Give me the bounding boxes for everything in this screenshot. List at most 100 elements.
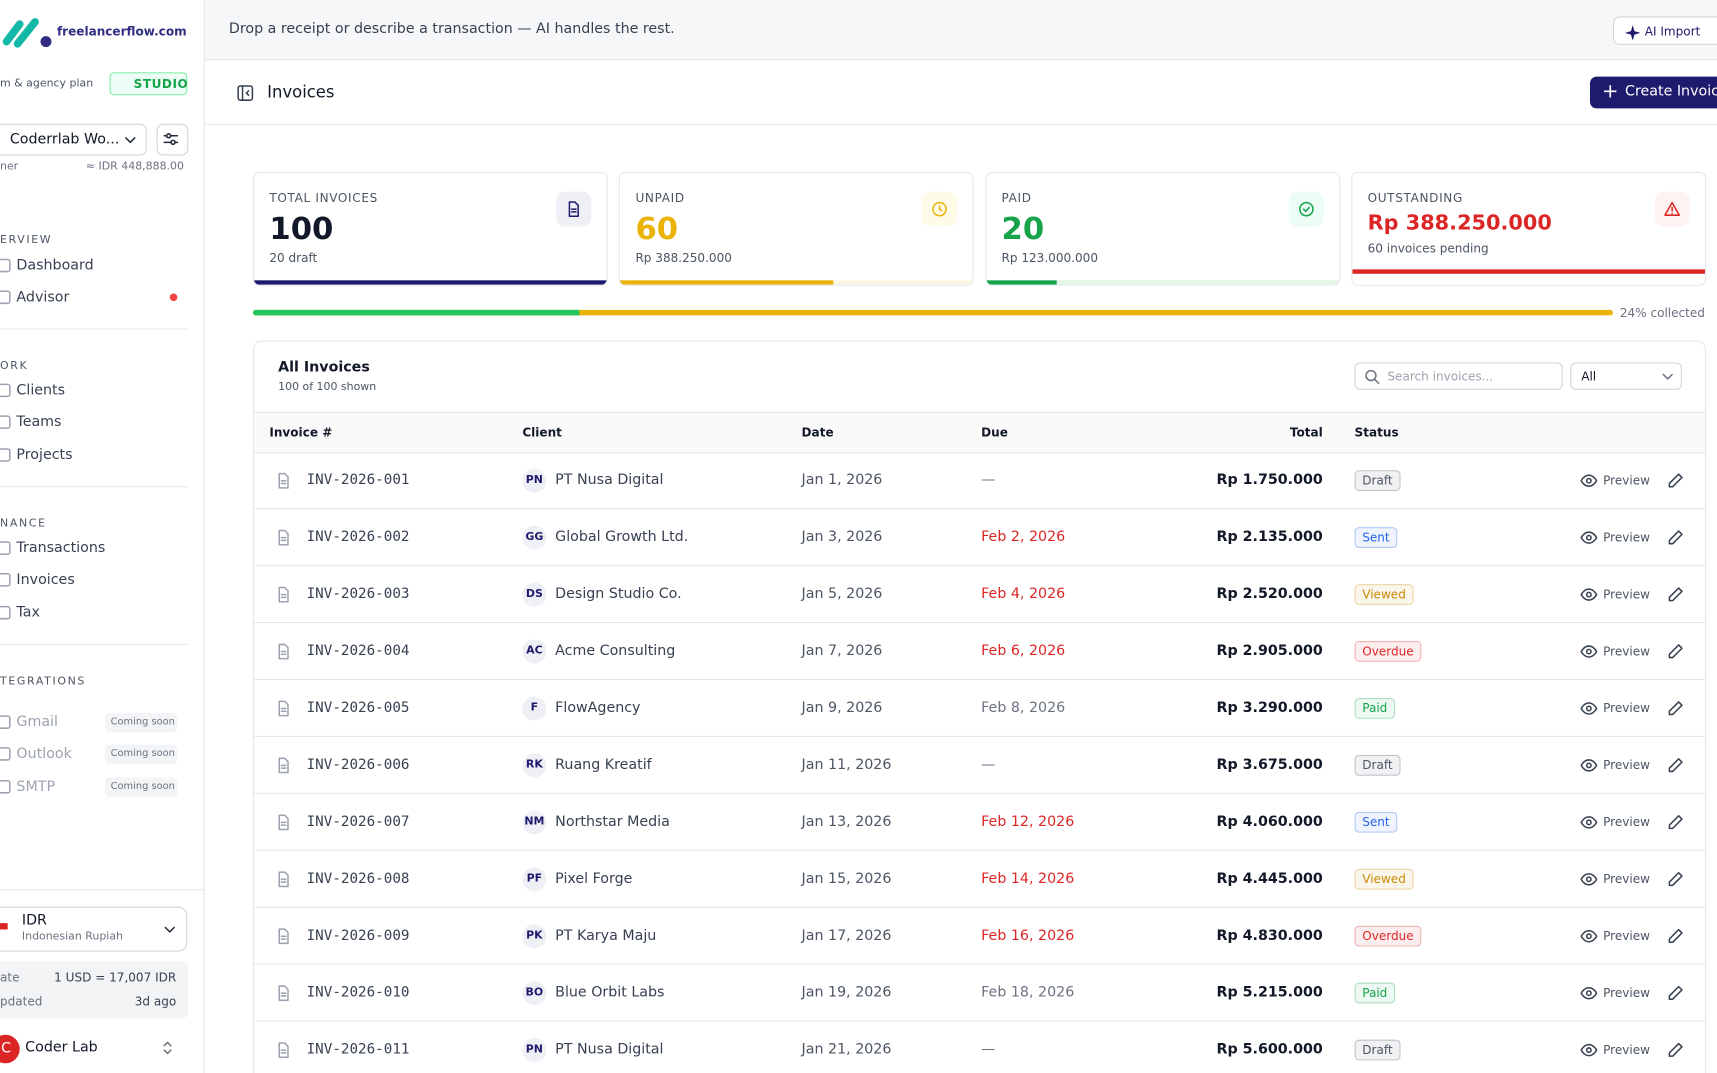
stat-label: TOTAL INVOICES: [269, 190, 378, 206]
stat-icon-box: [1288, 191, 1324, 227]
divider: [0, 328, 189, 330]
nav-label: Invoices: [16, 572, 75, 589]
search-input[interactable]: Search invoices...: [1354, 362, 1563, 390]
stat-bar: [1352, 269, 1705, 274]
section-title: ORK: [0, 360, 29, 373]
invoice-id: INV-2026-005: [306, 699, 410, 717]
stat-value: Rp 388.250.000: [1367, 210, 1552, 235]
table-title: All Invoices: [278, 359, 370, 376]
currency-select[interactable]: IDR Indonesian Rupiah: [0, 906, 188, 952]
row-divider: [254, 963, 1705, 965]
status-badge: Viewed: [1354, 584, 1414, 606]
preview-icon[interactable]: [1580, 1041, 1598, 1059]
coming-soon-badge: Coming soon: [105, 744, 178, 765]
sidebar-toggle[interactable]: [237, 84, 255, 102]
rate-label: pdated: [0, 994, 43, 1009]
page-title: Invoices: [267, 82, 335, 102]
coming-soon-badge: Coming soon: [105, 712, 178, 733]
status-badge: Sent: [1354, 811, 1398, 833]
status-badge: Overdue: [1354, 641, 1422, 663]
preview-icon[interactable]: [1580, 757, 1598, 775]
settings-frame[interactable]: [156, 123, 189, 156]
row-divider: [254, 792, 1705, 794]
preview-icon[interactable]: [1580, 814, 1598, 832]
invoice-icon: [275, 643, 293, 661]
plan-badge: STUDIO: [109, 72, 188, 96]
stat-value: 20: [1001, 210, 1045, 247]
preview-label: Preview: [1603, 985, 1651, 1001]
status-badge: Draft: [1354, 470, 1401, 492]
invoice-date: Jan 11, 2026: [801, 756, 892, 774]
row-divider: [254, 508, 1705, 510]
invoice-id: INV-2026-001: [306, 472, 410, 489]
edit-button[interactable]: [1667, 871, 1685, 889]
client-avatar: F: [522, 696, 547, 721]
preview-icon[interactable]: [1580, 529, 1598, 547]
preview-icon[interactable]: [1580, 586, 1598, 604]
client-avatar: PK: [522, 924, 547, 949]
edit-button[interactable]: [1667, 529, 1685, 547]
status-badge: Paid: [1354, 697, 1395, 719]
nav-label: Gmail: [16, 714, 58, 731]
edit-button[interactable]: [1667, 927, 1685, 945]
column-header: Total: [1289, 425, 1323, 440]
invoice-due: —: [981, 472, 996, 489]
edit-button[interactable]: [1667, 1041, 1685, 1059]
edit-button[interactable]: [1667, 472, 1685, 490]
invoice-total: Rp 5.215.000: [1216, 984, 1323, 1002]
client-avatar: PF: [522, 867, 547, 892]
workspace-select[interactable]: Coderrlab Wo...: [0, 123, 147, 156]
client-initials: PK: [526, 929, 543, 942]
ai-import-button[interactable]: AI Import: [1612, 16, 1717, 45]
client-avatar: GG: [522, 525, 547, 550]
invoice-date: Jan 3, 2026: [801, 529, 883, 546]
stat-sub: 20 draft: [269, 251, 318, 266]
client-avatar: PN: [522, 1038, 547, 1063]
status-filter[interactable]: All: [1570, 362, 1682, 390]
row-divider: [254, 735, 1705, 737]
stat-icon-box: [1654, 191, 1690, 227]
create-invoice-button[interactable]: + Create Invoice: [1589, 76, 1717, 109]
stat-label: OUTSTANDING: [1367, 190, 1463, 206]
sidebar-footer-line: [0, 889, 205, 891]
ai-prompt: Drop a receipt or describe a transaction…: [228, 21, 675, 38]
invoice-id: INV-2026-003: [306, 586, 410, 603]
settings-button[interactable]: [162, 130, 180, 148]
client-initials: GG: [525, 531, 544, 544]
invoice-date: Jan 21, 2026: [801, 1041, 892, 1059]
preview-icon[interactable]: [1580, 643, 1598, 661]
client-initials: BO: [525, 986, 544, 999]
section-title: NANCE: [0, 517, 47, 530]
client-initials: NM: [524, 815, 545, 828]
status-badge: Viewed: [1354, 868, 1414, 890]
invoice-date: Jan 17, 2026: [801, 927, 892, 945]
preview-icon[interactable]: [1580, 984, 1598, 1002]
preview-label: Preview: [1603, 644, 1651, 659]
preview-icon[interactable]: [1580, 700, 1598, 718]
invoice-date: Jan 1, 2026: [801, 472, 883, 489]
edit-button[interactable]: [1667, 814, 1685, 832]
user-menu[interactable]: [159, 1039, 177, 1057]
sparkle-icon: [1625, 24, 1641, 41]
search-icon: [1363, 368, 1381, 386]
nav-icon: [0, 414, 13, 432]
preview-icon[interactable]: [1580, 472, 1598, 490]
rate-value: 3d ago: [134, 994, 177, 1009]
status-badge: Draft: [1354, 1039, 1401, 1061]
user-initial: C: [1, 1040, 12, 1057]
edit-button[interactable]: [1667, 700, 1685, 718]
edit-button[interactable]: [1667, 984, 1685, 1002]
invoice-total: Rp 3.675.000: [1216, 756, 1323, 774]
edit-button[interactable]: [1667, 757, 1685, 775]
preview-label: Preview: [1603, 758, 1651, 773]
edit-button[interactable]: [1667, 643, 1685, 661]
client-name: Design Studio Co.: [555, 586, 682, 603]
invoice-date: Jan 9, 2026: [801, 699, 883, 717]
edit-button[interactable]: [1667, 586, 1685, 604]
preview-icon[interactable]: [1580, 871, 1598, 889]
client-initials: PN: [525, 474, 543, 487]
collection-bar: [252, 309, 580, 316]
preview-icon[interactable]: [1580, 927, 1598, 945]
client-initials: F: [530, 701, 539, 714]
